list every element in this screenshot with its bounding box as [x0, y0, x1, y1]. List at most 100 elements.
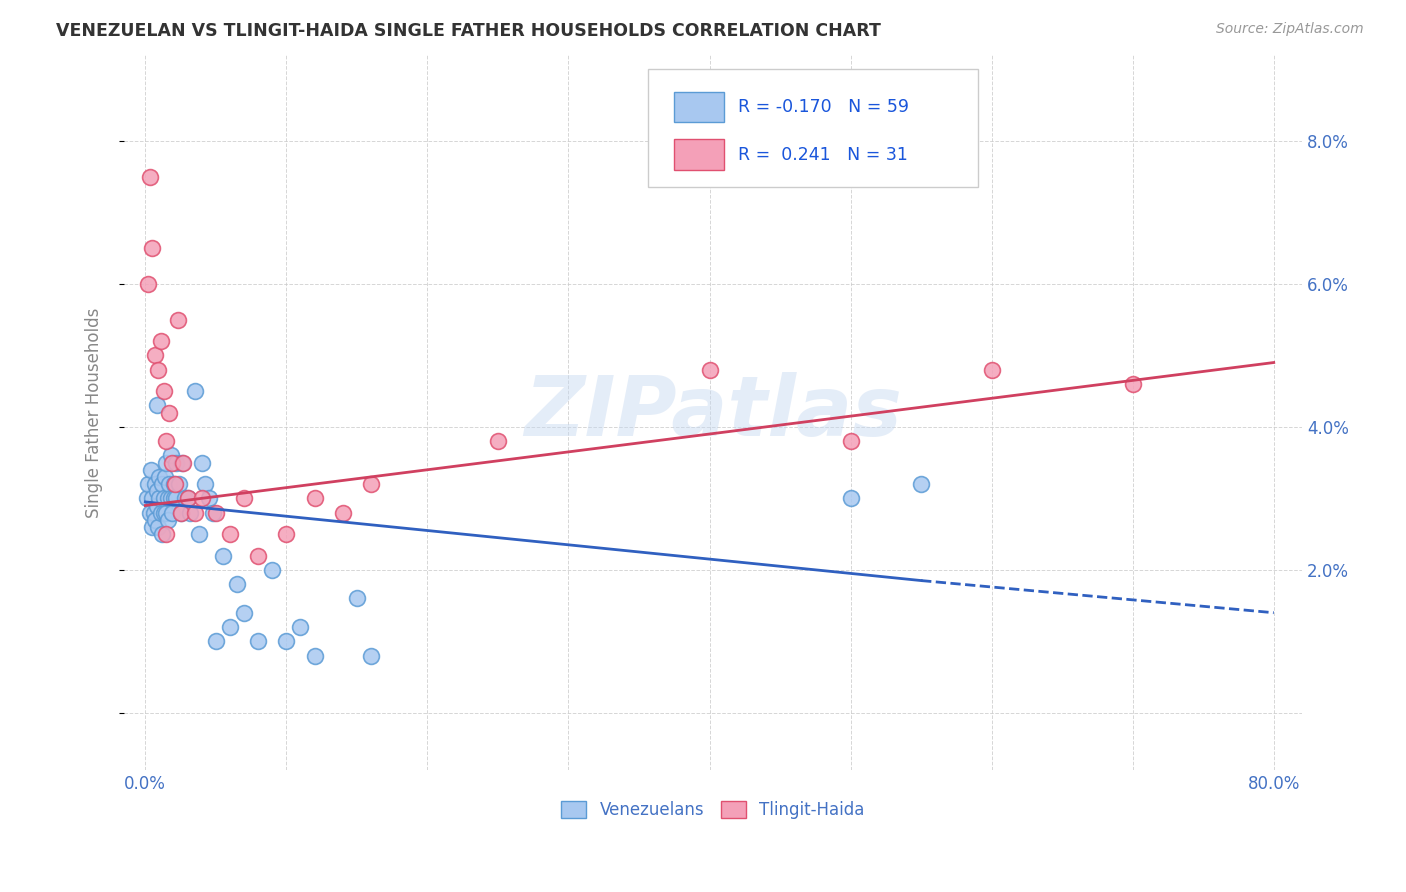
Point: [148, 470, 170, 484]
Point: [156, 491, 179, 506]
Point: [141, 520, 163, 534]
Point: [193, 477, 215, 491]
Point: [183, 384, 205, 398]
Point: [176, 491, 198, 506]
Text: ZIPatlas: ZIPatlas: [524, 372, 903, 453]
Point: [149, 334, 172, 348]
Point: [148, 491, 170, 506]
Point: [179, 506, 201, 520]
Point: [155, 456, 177, 470]
Point: [699, 362, 721, 376]
Point: [247, 549, 270, 563]
Point: [143, 348, 166, 362]
Point: [276, 634, 298, 648]
Point: [145, 399, 167, 413]
Point: [138, 169, 160, 184]
Point: [247, 634, 270, 648]
Point: [910, 477, 932, 491]
Point: [142, 506, 165, 520]
Point: [141, 241, 163, 255]
Point: [160, 456, 183, 470]
FancyBboxPatch shape: [675, 92, 724, 122]
Point: [146, 520, 169, 534]
Point: [170, 456, 193, 470]
Point: [143, 477, 166, 491]
Point: [172, 456, 194, 470]
Point: [169, 506, 191, 520]
Point: [145, 484, 167, 499]
Legend: Venezuelans, Tlingit-Haida: Venezuelans, Tlingit-Haida: [555, 795, 872, 826]
Point: [150, 527, 173, 541]
Point: [276, 527, 298, 541]
Point: [155, 527, 177, 541]
Point: [149, 506, 172, 520]
Point: [1122, 376, 1144, 391]
Point: [360, 648, 382, 663]
Point: [290, 620, 312, 634]
Point: [165, 491, 187, 506]
Point: [138, 506, 160, 520]
Point: [136, 277, 159, 291]
Point: [157, 406, 180, 420]
Point: [155, 506, 177, 520]
Point: [152, 506, 174, 520]
Point: [233, 491, 256, 506]
Point: [136, 477, 159, 491]
Point: [169, 506, 191, 520]
Point: [139, 463, 162, 477]
Point: [152, 384, 174, 398]
Point: [187, 527, 209, 541]
Point: [332, 506, 354, 520]
Point: [262, 563, 284, 577]
Text: R = -0.170   N = 59: R = -0.170 N = 59: [738, 98, 908, 116]
Text: R =  0.241   N = 31: R = 0.241 N = 31: [738, 145, 908, 163]
Point: [212, 549, 235, 563]
Point: [839, 434, 862, 449]
Point: [141, 491, 163, 506]
Point: [190, 491, 212, 506]
Point: [146, 362, 169, 376]
Point: [346, 591, 368, 606]
Point: [183, 506, 205, 520]
Point: [980, 362, 1002, 376]
Point: [152, 491, 174, 506]
Point: [166, 312, 188, 326]
Point: [304, 648, 326, 663]
Point: [150, 477, 173, 491]
FancyBboxPatch shape: [648, 70, 979, 187]
Point: [160, 506, 183, 520]
Point: [162, 477, 184, 491]
Y-axis label: Single Father Households: Single Father Households: [86, 308, 103, 517]
Point: [165, 456, 187, 470]
Point: [204, 506, 226, 520]
Point: [162, 491, 184, 506]
Point: [176, 491, 198, 506]
Point: [135, 491, 157, 506]
Text: Source: ZipAtlas.com: Source: ZipAtlas.com: [1216, 22, 1364, 37]
Point: [167, 477, 190, 491]
Point: [839, 491, 862, 506]
Point: [153, 470, 176, 484]
Text: VENEZUELAN VS TLINGIT-HAIDA SINGLE FATHER HOUSEHOLDS CORRELATION CHART: VENEZUELAN VS TLINGIT-HAIDA SINGLE FATHE…: [56, 22, 882, 40]
Point: [360, 477, 382, 491]
Point: [155, 434, 177, 449]
Point: [145, 499, 167, 513]
Point: [157, 477, 180, 491]
FancyBboxPatch shape: [675, 139, 724, 169]
Point: [204, 634, 226, 648]
Point: [226, 577, 249, 591]
Point: [163, 477, 186, 491]
Point: [233, 606, 256, 620]
Point: [486, 434, 509, 449]
Point: [219, 527, 242, 541]
Point: [304, 491, 326, 506]
Point: [219, 620, 242, 634]
Point: [197, 491, 219, 506]
Point: [201, 506, 224, 520]
Point: [143, 513, 166, 527]
Point: [156, 513, 179, 527]
Point: [159, 449, 181, 463]
Point: [190, 456, 212, 470]
Point: [173, 491, 195, 506]
Point: [159, 491, 181, 506]
